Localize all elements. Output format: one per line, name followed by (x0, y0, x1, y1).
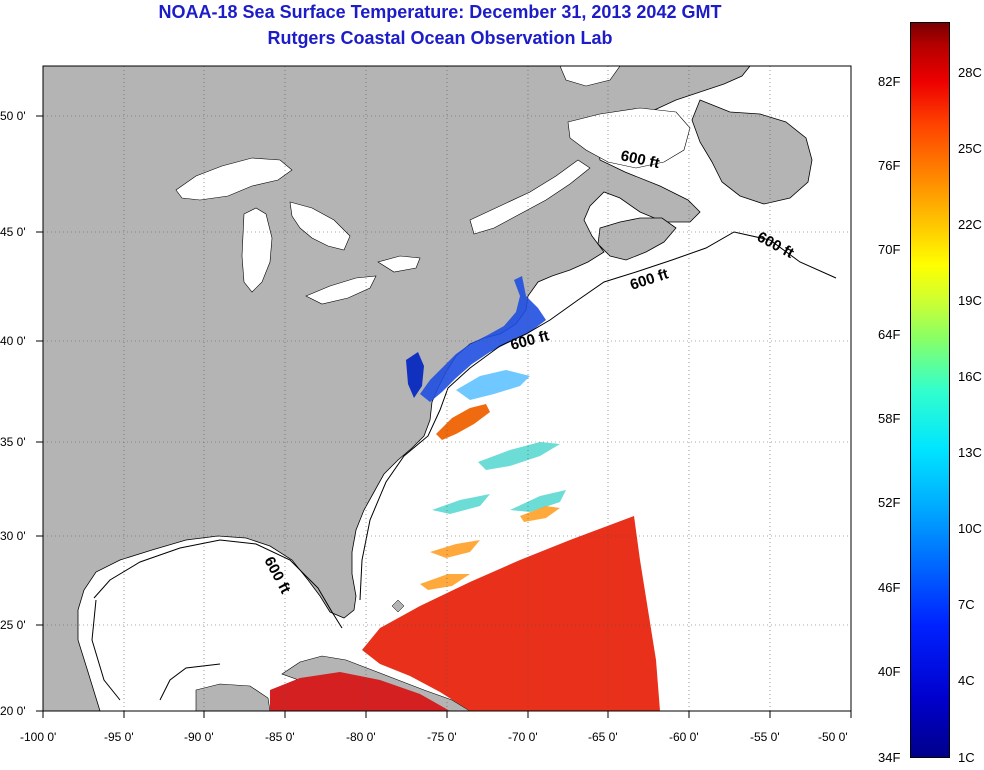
colorbar-c-13: 13C (958, 445, 982, 460)
gulf-of-st-lawrence (567, 107, 691, 169)
lon-label-80: -80 0' (346, 730, 376, 744)
newfoundland-landmass (691, 99, 813, 205)
contour-600ft (93, 231, 837, 629)
lake-huron (289, 201, 351, 251)
lon-label-65: -65 0' (588, 730, 618, 744)
colorbar-c-19: 19C (958, 293, 982, 308)
lake-ontario (377, 255, 421, 273)
sst-cool-offshore (456, 370, 530, 400)
lat-label-40: 40 0' (0, 334, 26, 348)
colorbar-f-58: 58F (878, 411, 901, 426)
colorbar-c-16: 16C (958, 369, 982, 384)
lon-label-70: -70 0' (508, 730, 538, 744)
colorbar-f-82: 82F (878, 74, 901, 89)
yucatan-landmass (195, 683, 271, 711)
lat-label-25: 25 0' (0, 618, 26, 632)
colorbar-f-46: 46F (878, 580, 901, 595)
colorbar-c-4: 4C (958, 673, 975, 688)
colorbar-f-76: 76F (878, 158, 901, 173)
lon-label-60: -60 0' (669, 730, 699, 744)
map-subtitle: Rutgers Coastal Ocean Observation Lab (267, 28, 613, 48)
lon-label-50: -50 0' (818, 730, 848, 744)
lon-label-95: -95 0' (104, 730, 134, 744)
sst-warm-streaks (420, 506, 560, 590)
sst-mixed-streaks (432, 442, 566, 514)
temperature-colorbar (910, 22, 950, 758)
lon-label-90: -90 0' (184, 730, 214, 744)
colorbar-c-1: 1C (958, 750, 975, 765)
sst-warm-southern-region (362, 516, 660, 711)
colorbar-f-52: 52F (878, 495, 901, 510)
axis-ticks (36, 115, 852, 718)
colorbar-c-22: 22C (958, 217, 982, 232)
sst-gulf-stream-hatteras (436, 404, 490, 440)
lake-erie (305, 275, 377, 305)
lat-label-45: 45 0' (0, 225, 26, 239)
sst-chesapeake (406, 352, 424, 398)
lat-label-35: 35 0' (0, 435, 26, 449)
colorbar-f-40: 40F (878, 664, 901, 679)
lon-label-75: -75 0' (427, 730, 457, 744)
contour-600ft-gom (91, 599, 221, 701)
st-lawrence-river (469, 159, 591, 235)
nova-scotia-landmass (597, 217, 677, 261)
lat-label-20: 20 0' (0, 704, 26, 718)
lon-label-100: -100 0' (20, 730, 57, 744)
colorbar-f-64: 64F (878, 327, 901, 342)
colorbar-f-70: 70F (878, 242, 901, 257)
lon-label-55: -55 0' (750, 730, 780, 744)
colorbar-c-25: 25C (958, 141, 982, 156)
sst-cold-shelf (420, 276, 546, 402)
sst-caribbean-warm (270, 672, 450, 711)
hudson-bay-edge (559, 66, 621, 87)
lat-label-30: 30 0' (0, 529, 26, 543)
colorbar-c-10: 10C (958, 521, 982, 536)
colorbar-c-7: 7C (958, 597, 975, 612)
map-title: NOAA-18 Sea Surface Temperature: Decembe… (158, 2, 722, 22)
lat-label-50: 50 0' (0, 109, 26, 123)
lon-label-85: -85 0' (265, 730, 295, 744)
colorbar-c-28: 28C (958, 65, 982, 80)
lake-michigan (241, 207, 273, 293)
colorbar-f-34: 34F (878, 750, 901, 765)
graticule (43, 66, 851, 711)
